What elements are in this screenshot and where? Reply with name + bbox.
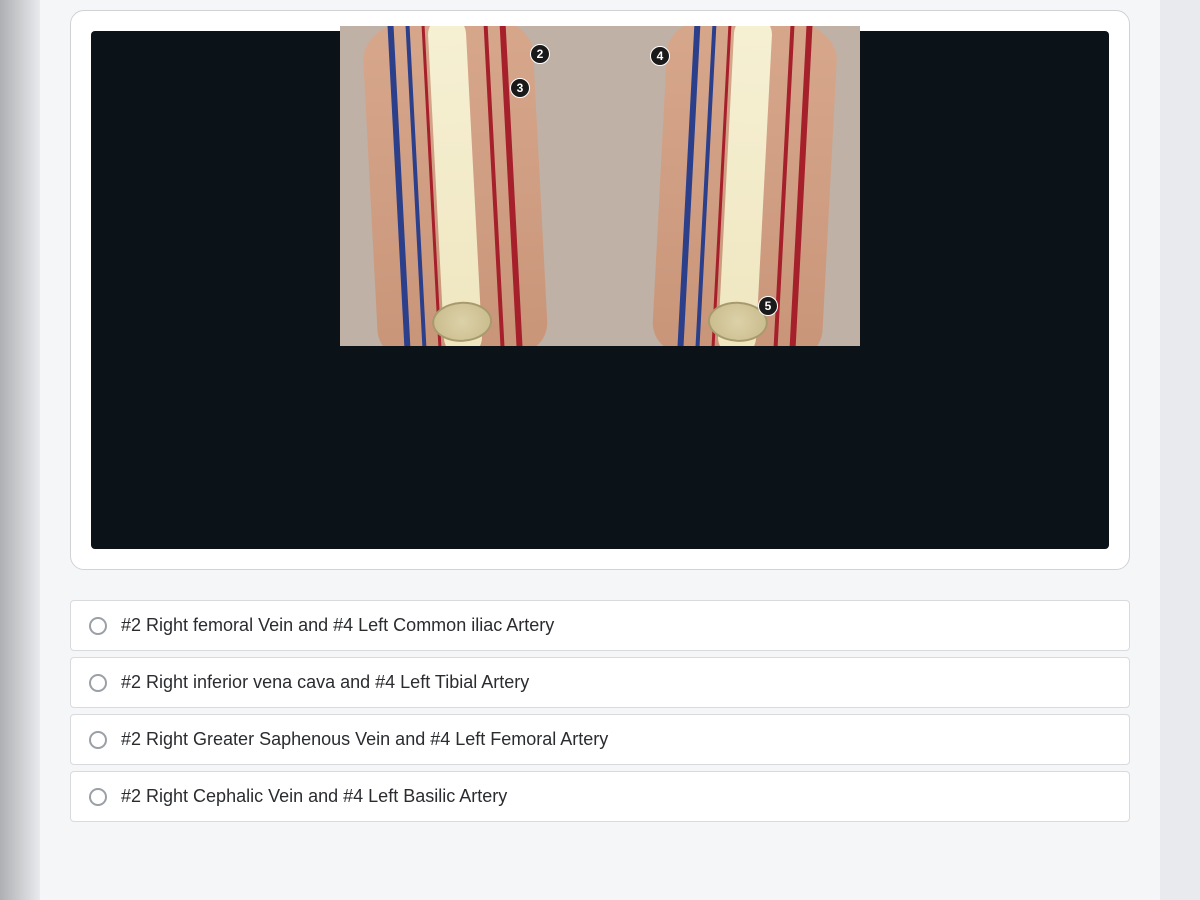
option-text: #2 Right Greater Saphenous Vein and #4 L… bbox=[121, 729, 608, 750]
anatomy-illustration: 2 3 4 5 bbox=[340, 26, 860, 346]
answer-option[interactable]: #2 Right inferior vena cava and #4 Left … bbox=[70, 657, 1130, 708]
quiz-page: 2 3 4 5 #2 Right femoral Vein and #4 Lef… bbox=[40, 0, 1160, 900]
radio-button[interactable] bbox=[89, 788, 107, 806]
option-text: #2 Right femoral Vein and #4 Left Common… bbox=[121, 615, 554, 636]
image-dark-frame: 2 3 4 5 bbox=[91, 31, 1109, 549]
label-marker-2: 2 bbox=[530, 44, 550, 64]
right-leg-model bbox=[361, 26, 549, 346]
artery-line bbox=[499, 26, 523, 346]
label-marker-5: 5 bbox=[758, 296, 778, 316]
radio-button[interactable] bbox=[89, 674, 107, 692]
answer-option[interactable]: #2 Right Greater Saphenous Vein and #4 L… bbox=[70, 714, 1130, 765]
option-text: #2 Right inferior vena cava and #4 Left … bbox=[121, 672, 529, 693]
artery-line bbox=[789, 26, 813, 346]
radio-button[interactable] bbox=[89, 731, 107, 749]
page-shadow bbox=[0, 0, 40, 900]
question-image-panel: 2 3 4 5 bbox=[70, 10, 1130, 570]
left-leg-model bbox=[651, 26, 839, 346]
option-text: #2 Right Cephalic Vein and #4 Left Basil… bbox=[121, 786, 507, 807]
answer-option[interactable]: #2 Right Cephalic Vein and #4 Left Basil… bbox=[70, 771, 1130, 822]
answer-options-list: #2 Right femoral Vein and #4 Left Common… bbox=[70, 600, 1130, 822]
label-marker-4: 4 bbox=[650, 46, 670, 66]
label-marker-3: 3 bbox=[510, 78, 530, 98]
knee-joint bbox=[431, 300, 493, 343]
answer-option[interactable]: #2 Right femoral Vein and #4 Left Common… bbox=[70, 600, 1130, 651]
radio-button[interactable] bbox=[89, 617, 107, 635]
